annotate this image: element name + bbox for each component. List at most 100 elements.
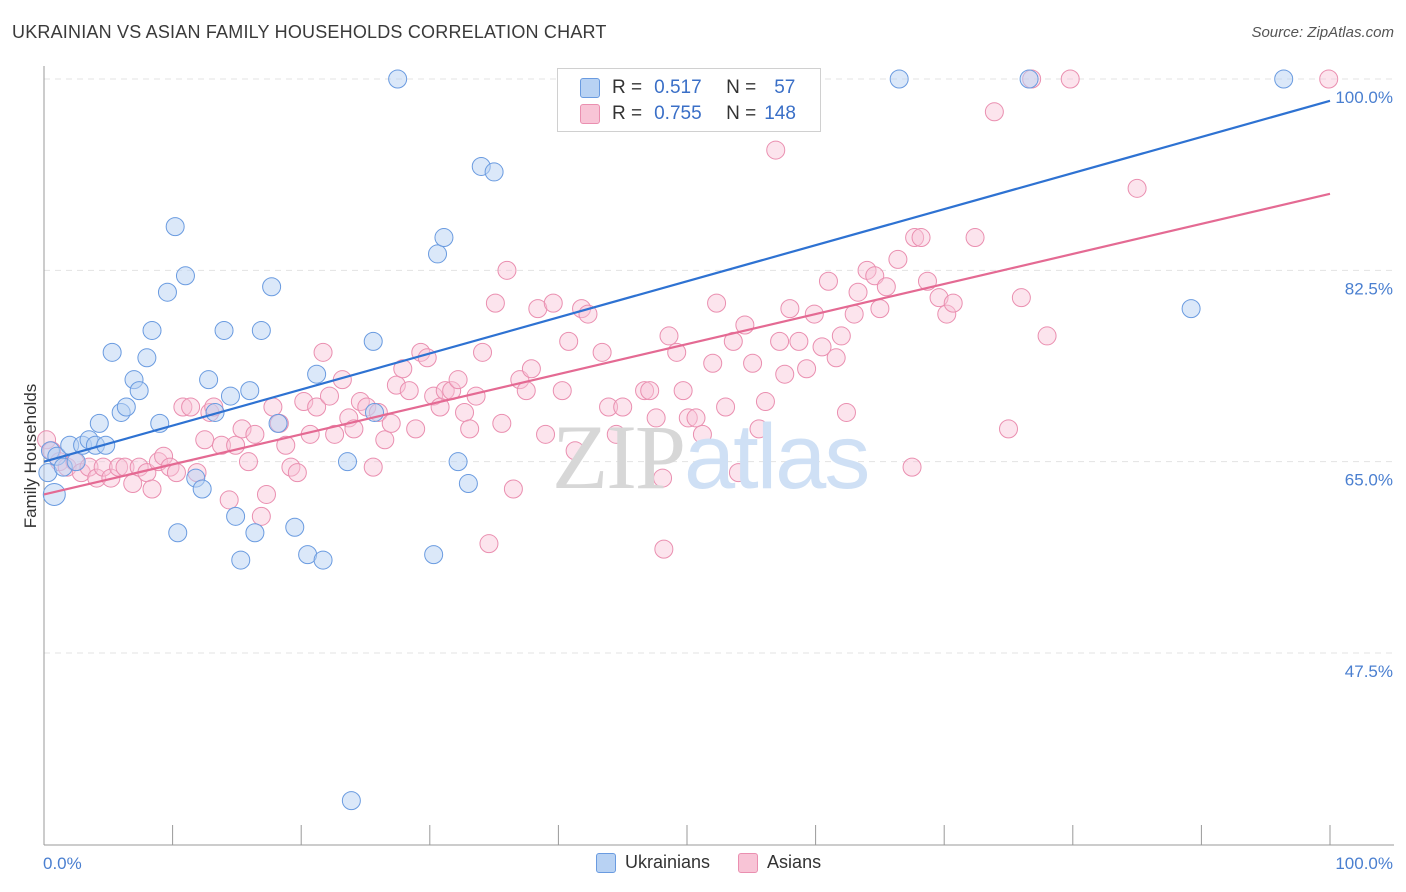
ukrainian-point: [363, 331, 383, 351]
asian-point: [646, 408, 666, 428]
asian-point: [635, 381, 655, 401]
y-tick-label: 100.0%: [1335, 88, 1393, 107]
asian-point: [929, 288, 949, 308]
asian-point: [789, 331, 809, 351]
asian-point: [1319, 69, 1339, 89]
ukrainian-point: [137, 348, 157, 368]
asian-point: [466, 386, 486, 406]
asian-point: [294, 392, 314, 412]
asian-point: [287, 463, 307, 483]
asians-trend-line: [43, 192, 1331, 496]
ukrainian-point: [129, 381, 149, 401]
series-legend: Ukrainians Asians: [596, 852, 849, 873]
asian-point: [503, 479, 523, 499]
ukrainian-point: [165, 217, 185, 237]
asian-point: [173, 397, 193, 417]
ukrainian-point: [388, 69, 408, 89]
asian-point: [565, 441, 585, 461]
asian-point: [592, 342, 612, 362]
ukrainian-point: [424, 545, 444, 565]
asian-point: [743, 353, 763, 373]
asn-r-label: R =: [612, 103, 643, 124]
legend-item-ukrainians[interactable]: Ukrainians: [596, 852, 710, 873]
asian-point: [485, 293, 505, 313]
asian-point: [281, 457, 301, 477]
asian-point: [678, 408, 698, 428]
y-tick-label: 65.0%: [1345, 471, 1393, 490]
asian-point: [386, 375, 406, 395]
asian-point: [692, 424, 712, 444]
asian-point: [399, 381, 419, 401]
asian-point: [232, 419, 252, 439]
ukr-n-label: N =: [726, 77, 757, 98]
asian-point: [1037, 326, 1057, 346]
source-label: Source: ZipAtlas.com: [1251, 24, 1394, 41]
asian-point: [497, 260, 517, 280]
asian-point: [659, 326, 679, 346]
asn-n-value: 148: [764, 103, 796, 124]
watermark-zip: ZIP: [552, 406, 686, 508]
asian-point: [640, 381, 660, 401]
asian-point: [937, 304, 957, 324]
asian-point: [716, 397, 736, 417]
stats-legend: R = 0.517 N = 57 R = 0.755 N = 148: [557, 68, 821, 132]
ukrainians-swatch: [580, 78, 600, 98]
legend-ukrainians-label: Ukrainians: [625, 852, 711, 872]
asian-point: [673, 381, 693, 401]
ukrainian-point: [428, 244, 448, 264]
asian-point: [406, 419, 426, 439]
asian-point: [826, 348, 846, 368]
asian-point: [1127, 178, 1147, 198]
asian-point: [424, 386, 444, 406]
asian-point: [536, 424, 556, 444]
asians-series: [37, 69, 1339, 559]
ukrainian-point: [1274, 69, 1294, 89]
asian-point: [844, 304, 864, 324]
asian-point: [219, 490, 239, 510]
asian-point: [749, 419, 769, 439]
asian-point: [606, 424, 626, 444]
asian-point: [905, 228, 925, 248]
ukrainian-point: [1019, 69, 1039, 89]
asian-point: [325, 424, 345, 444]
asian-point: [473, 342, 493, 362]
ukrainian-point: [341, 791, 361, 811]
ukrainian-point: [262, 277, 282, 297]
asian-point: [543, 293, 563, 313]
watermark-atlas: atlas: [684, 406, 870, 508]
asian-point: [870, 299, 890, 319]
ukrainian-point: [116, 397, 136, 417]
ukrainian-point: [231, 550, 251, 570]
legend-item-asians[interactable]: Asians: [738, 852, 821, 873]
asian-point: [363, 457, 383, 477]
asian-point: [350, 392, 370, 412]
asian-point: [181, 397, 201, 417]
ukrainian-point: [268, 413, 288, 433]
ukrainian-point: [220, 386, 240, 406]
ukrainian-point: [484, 162, 504, 182]
x-tick-label: 100.0%: [1335, 854, 1393, 873]
asian-point: [888, 249, 908, 269]
chart-title: UKRAINIAN VS ASIAN FAMILY HOUSEHOLDS COR…: [12, 22, 607, 42]
ukrainian-point: [434, 228, 454, 248]
asian-point: [319, 386, 339, 406]
asian-point: [1060, 69, 1080, 89]
trend-lines: [43, 99, 1331, 496]
legend-asians-swatch: [738, 852, 759, 873]
asian-point: [381, 413, 401, 433]
ukrainian-point: [313, 550, 333, 570]
asian-point: [703, 353, 723, 373]
asian-point: [780, 299, 800, 319]
asian-point: [707, 293, 727, 313]
asian-point: [552, 381, 572, 401]
asian-point: [876, 277, 896, 297]
ukrainians-series: [38, 69, 1294, 811]
asian-point: [307, 397, 327, 417]
asian-point: [831, 326, 851, 346]
asian-point: [984, 102, 1004, 122]
ukr-r-value: 0.517: [654, 77, 702, 98]
asian-point: [238, 452, 258, 472]
ukrainian-point: [192, 479, 212, 499]
asian-point: [613, 397, 633, 417]
ukrainian-point: [285, 517, 305, 537]
